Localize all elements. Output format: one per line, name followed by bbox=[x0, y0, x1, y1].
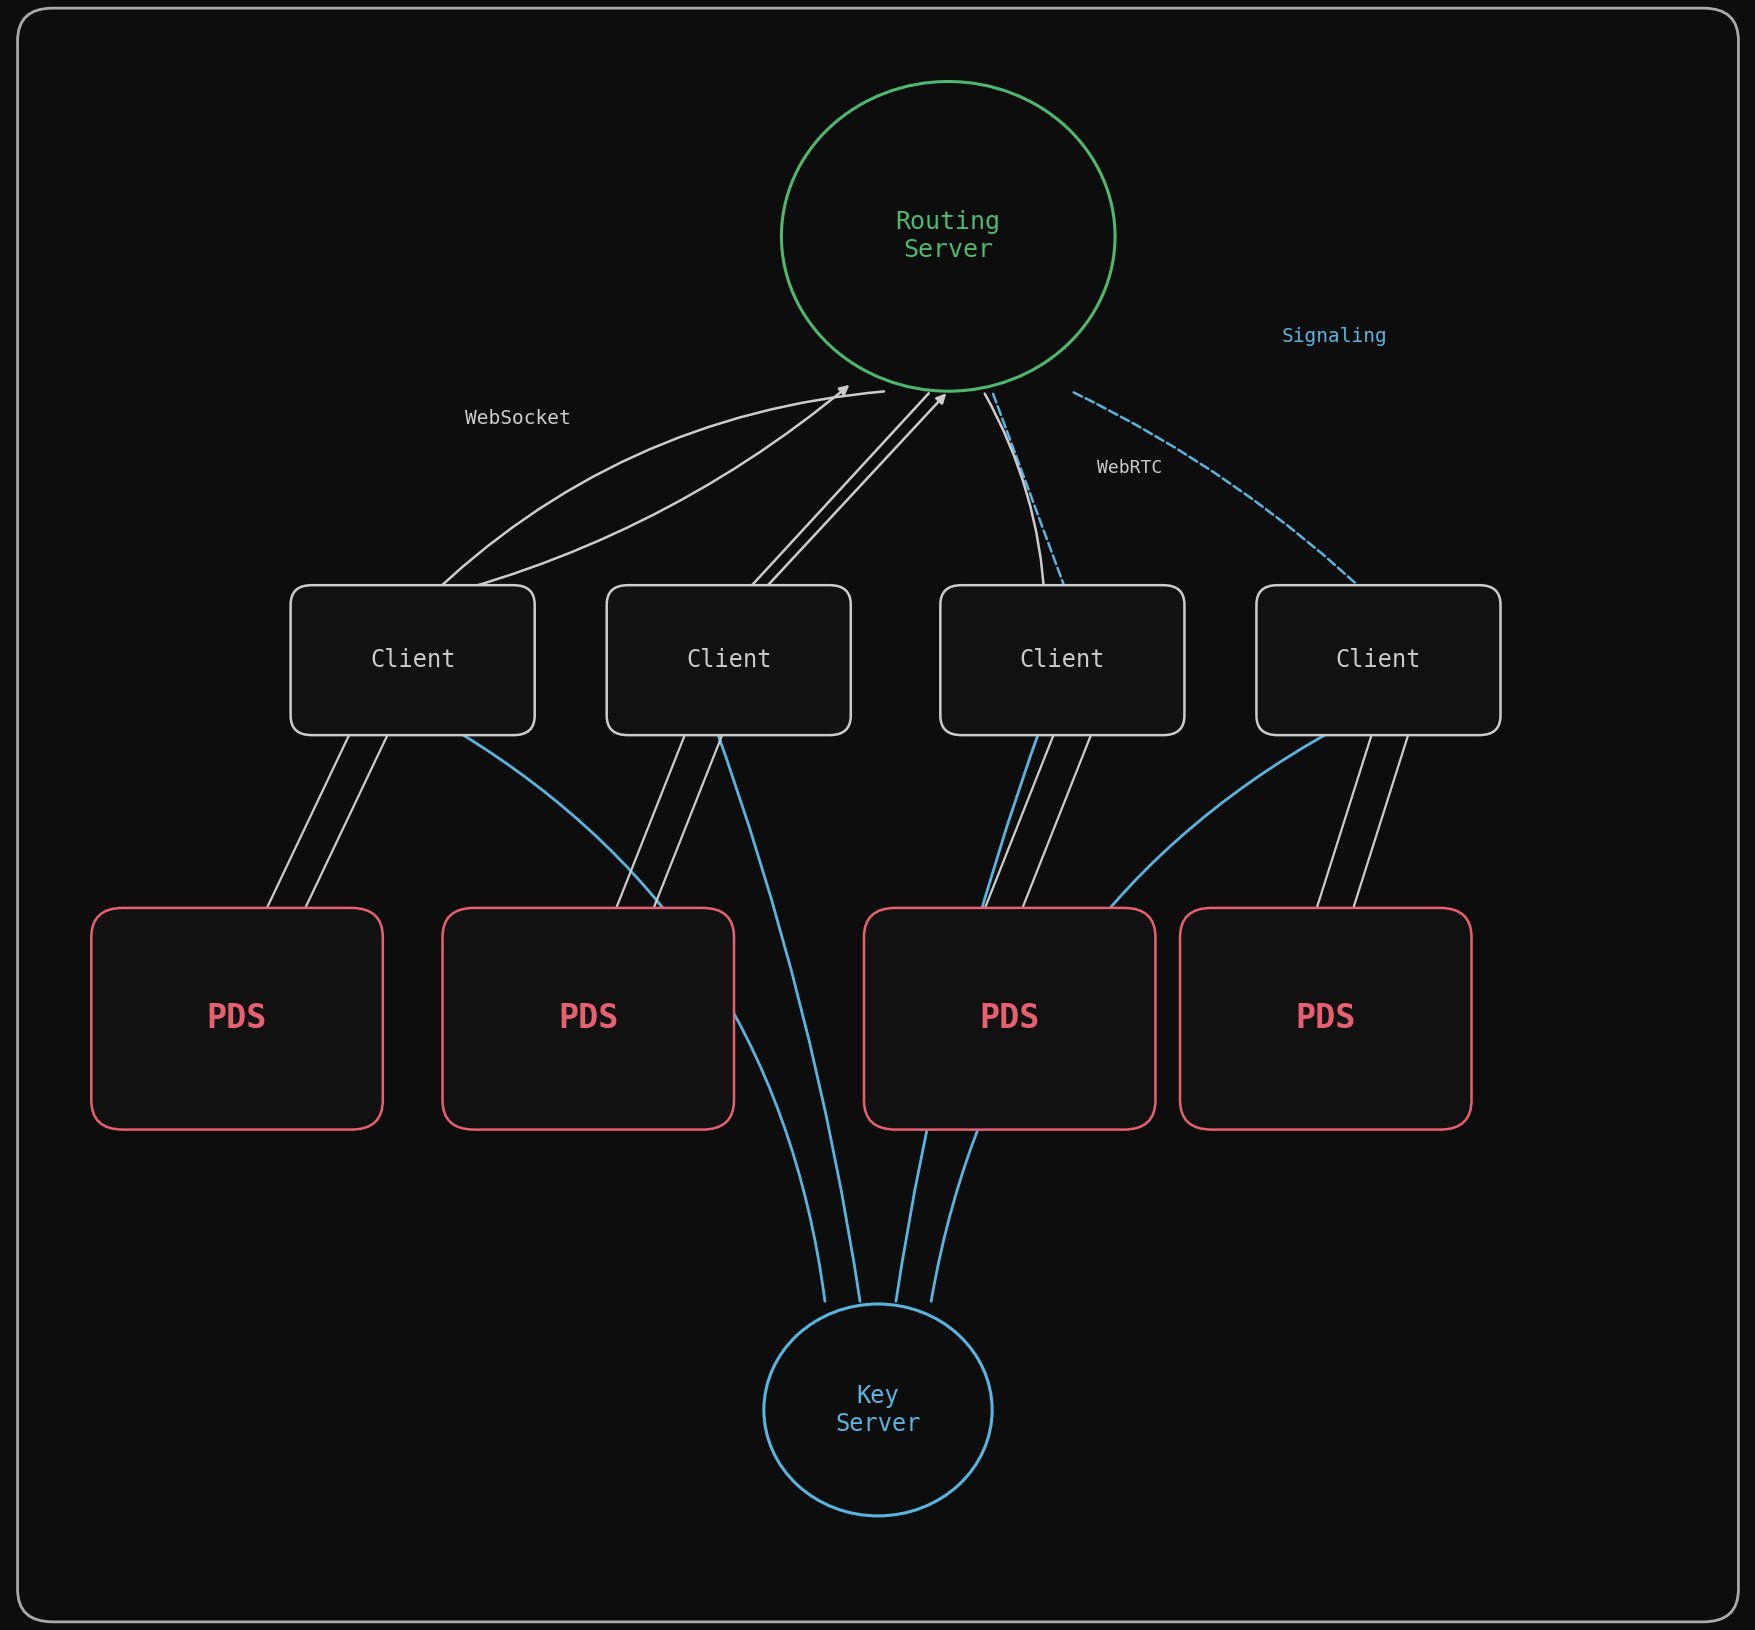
Text: Client: Client bbox=[1020, 649, 1104, 672]
FancyBboxPatch shape bbox=[941, 585, 1183, 735]
FancyBboxPatch shape bbox=[863, 908, 1155, 1130]
Text: Signaling: Signaling bbox=[1281, 328, 1386, 346]
Text: Client: Client bbox=[1336, 649, 1420, 672]
FancyBboxPatch shape bbox=[607, 585, 849, 735]
Text: WebRTC: WebRTC bbox=[1097, 458, 1162, 476]
FancyBboxPatch shape bbox=[1257, 585, 1501, 735]
Text: PDS: PDS bbox=[979, 1002, 1039, 1035]
Text: Key
Server: Key Server bbox=[835, 1384, 920, 1436]
Text: PDS: PDS bbox=[207, 1002, 267, 1035]
FancyBboxPatch shape bbox=[91, 908, 383, 1130]
Text: Client: Client bbox=[370, 649, 455, 672]
Text: Routing
Server: Routing Server bbox=[895, 210, 1000, 262]
Text: WebSocket: WebSocket bbox=[465, 409, 570, 427]
FancyBboxPatch shape bbox=[1179, 908, 1471, 1130]
Text: Client: Client bbox=[686, 649, 770, 672]
FancyBboxPatch shape bbox=[290, 585, 534, 735]
Text: PDS: PDS bbox=[558, 1002, 618, 1035]
Text: PDS: PDS bbox=[1295, 1002, 1355, 1035]
FancyBboxPatch shape bbox=[442, 908, 734, 1130]
